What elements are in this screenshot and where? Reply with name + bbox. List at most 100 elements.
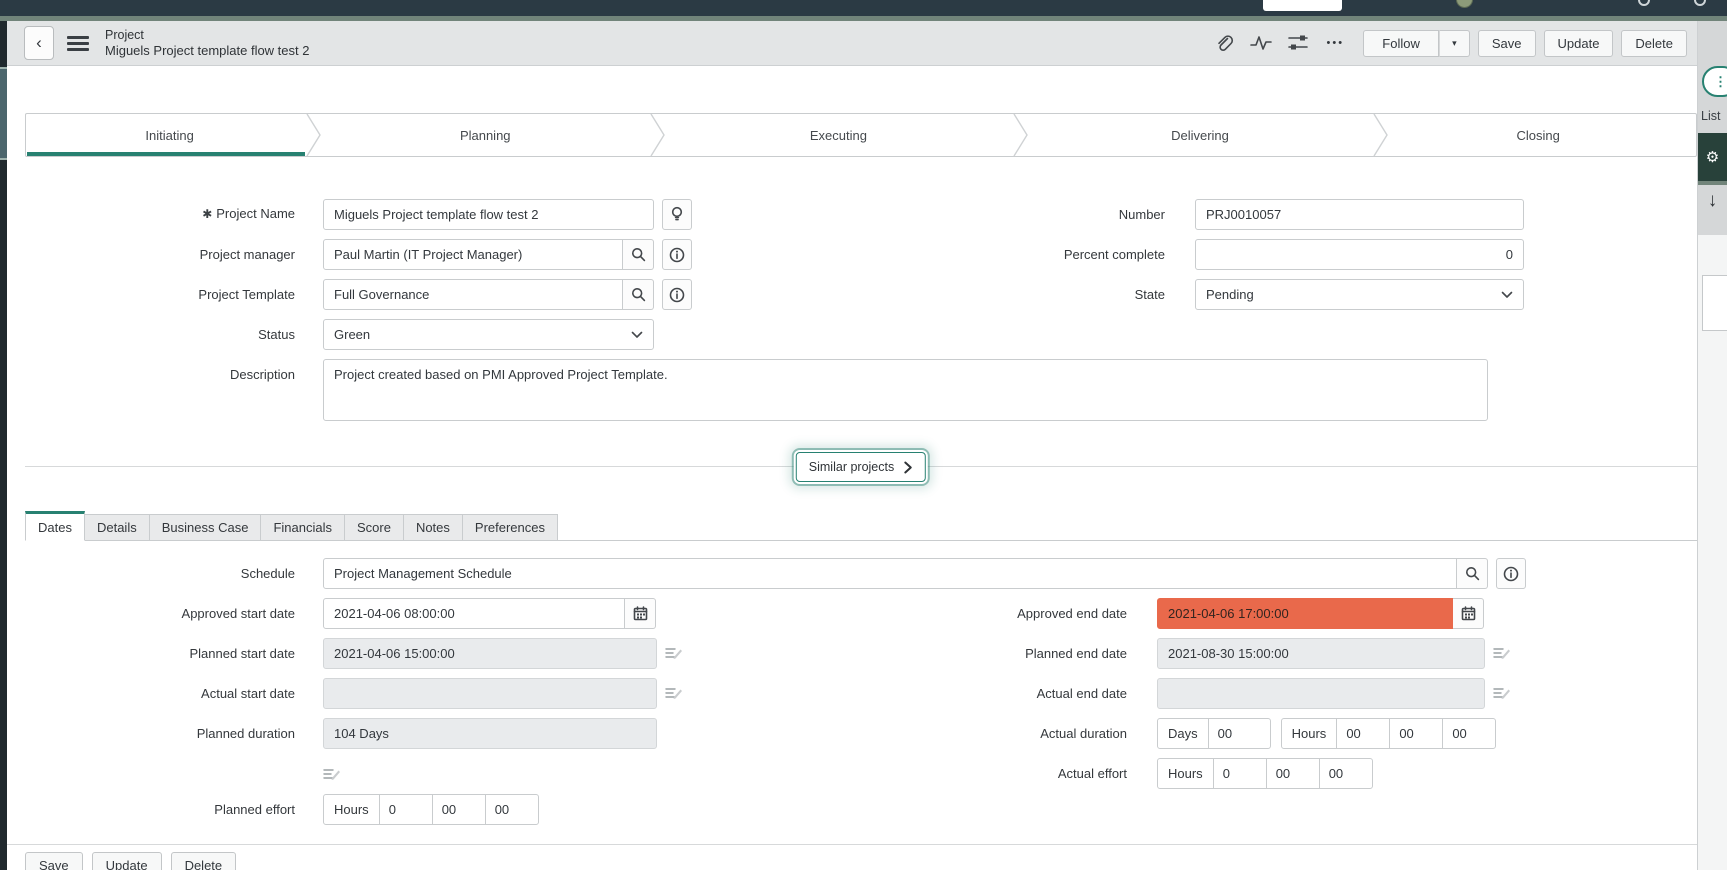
phase-closing[interactable]: Closing (1516, 127, 1560, 143)
row-planned-effort: Planned effort Hours (25, 794, 1697, 825)
hours-unit-label: Hours (334, 802, 369, 817)
number-label: Number (1118, 206, 1165, 222)
actual-effort-seconds-input[interactable] (1318, 759, 1372, 788)
actual-duration-days-input[interactable] (1207, 719, 1270, 748)
activity-stream-toggle[interactable]: ⋮ (1702, 66, 1727, 97)
form-header: ‹ Project Miguels Project template flow … (7, 21, 1697, 66)
form-row-project-name: ✱Project Name Number (25, 198, 1697, 230)
status-select[interactable]: Green (323, 319, 654, 350)
planned-end-date-label: Planned end date (1025, 646, 1127, 661)
settings-gear-button[interactable]: ⚙ (1698, 133, 1727, 181)
header-delete-button[interactable]: Delete (1621, 29, 1687, 57)
schedule-lookup-button[interactable] (1457, 558, 1488, 589)
actual-effort-minutes-input[interactable] (1265, 759, 1319, 788)
similar-projects-button[interactable]: Similar projects (795, 452, 927, 482)
tab-details[interactable]: Details (84, 514, 149, 541)
back-chevron-icon: ‹ (36, 33, 42, 52)
chevron-down-icon (631, 331, 643, 338)
suggestion-button[interactable] (662, 198, 692, 230)
activity-stream-button[interactable] (1249, 31, 1273, 55)
main-area: ‹ Project Miguels Project template flow … (7, 21, 1697, 870)
planned-effort-seconds-input[interactable] (484, 795, 538, 824)
planned-effort-group: Hours (323, 794, 539, 825)
notifications-bell-icon[interactable] (1638, 0, 1650, 6)
actual-duration-seconds-input[interactable] (1442, 719, 1496, 748)
right-rail: ⋮ List ⚙ ↓ (1697, 21, 1727, 870)
phase-separator-icon (1013, 114, 1028, 156)
form-context-menu-icon[interactable] (67, 35, 89, 51)
approved-start-calendar-button[interactable] (625, 598, 656, 629)
actual-effort-hours-input[interactable] (1212, 759, 1266, 788)
phase-delivering[interactable]: Delivering (1020, 114, 1389, 156)
header-update-button[interactable]: Update (1543, 29, 1614, 57)
more-options-button[interactable]: ••• (1323, 31, 1347, 55)
caret-down-icon: ▾ (1452, 37, 1457, 48)
tab-financials[interactable]: Financials (260, 514, 344, 541)
personalize-form-button[interactable] (1286, 31, 1310, 55)
phase-initiating[interactable]: Initiating (26, 114, 322, 156)
tab-preferences[interactable]: Preferences (461, 514, 558, 541)
tab-business-case[interactable]: Business Case (148, 514, 261, 541)
row-approved-dates: Approved start date Approved end date (25, 598, 1697, 629)
follow-caret-button[interactable]: ▾ (1438, 29, 1470, 57)
global-search-input[interactable] (1263, 0, 1342, 11)
planned-duration-edit-icon[interactable] (323, 766, 341, 784)
tab-dates[interactable]: Dates (25, 511, 85, 541)
back-button[interactable]: ‹ (24, 26, 54, 60)
header-save-button[interactable]: Save (1477, 29, 1536, 57)
planned-effort-minutes-input[interactable] (431, 795, 485, 824)
project-manager-info-button[interactable] (662, 239, 692, 270)
planned-effort-hours-input[interactable] (378, 795, 432, 824)
schedule-input[interactable] (323, 558, 1457, 589)
footer-update-button[interactable]: Update (91, 852, 162, 870)
tab-score[interactable]: Score (343, 514, 403, 541)
hours-unit-label: Hours (1168, 766, 1203, 781)
project-name-input[interactable] (323, 198, 654, 230)
sliders-icon (1288, 35, 1309, 50)
project-template-lookup-button[interactable] (623, 279, 654, 310)
left-nav-handle[interactable] (0, 67, 7, 160)
tab-notes[interactable]: Notes (402, 514, 462, 541)
phase-executing[interactable]: Executing (657, 114, 1028, 156)
project-manager-lookup-button[interactable] (623, 239, 654, 270)
approved-end-calendar-button[interactable] (1453, 598, 1484, 629)
form-row-description: Description Project created based on PMI… (25, 359, 1697, 421)
follow-button[interactable]: Follow (1363, 29, 1439, 57)
approved-end-date-input[interactable] (1157, 598, 1453, 629)
actual-duration-minutes-input[interactable] (1389, 719, 1443, 748)
schedule-info-button[interactable] (1496, 558, 1526, 589)
approved-start-date-input[interactable] (323, 598, 625, 629)
help-icon[interactable] (1694, 0, 1706, 6)
project-template-input[interactable] (323, 279, 623, 310)
actual-duration-hours-input[interactable] (1336, 719, 1390, 748)
record-tabs: Dates Details Business Case Financials S… (25, 511, 1697, 541)
required-icon: ✱ (202, 207, 213, 221)
pulse-icon (1250, 36, 1273, 50)
footer-save-button[interactable]: Save (25, 852, 83, 870)
percent-complete-input[interactable] (1195, 239, 1524, 270)
actual-start-edit-icon[interactable] (665, 685, 683, 706)
list-toggle[interactable]: List (1701, 109, 1721, 123)
more-options-icon: ••• (1326, 37, 1345, 49)
row-planned-dates: Planned start date Planned end date (25, 638, 1697, 669)
number-input[interactable] (1195, 198, 1524, 230)
user-avatar[interactable] (1456, 0, 1473, 8)
actual-end-date-readonly (1157, 678, 1485, 709)
project-manager-input[interactable] (323, 239, 623, 270)
approved-end-date-label: Approved end date (1017, 606, 1127, 621)
phase-planning[interactable]: Planning (313, 114, 666, 156)
attachment-button[interactable] (1212, 31, 1236, 55)
actual-end-edit-icon[interactable] (1493, 685, 1511, 706)
dates-tab-panel: Schedule Approved start date (25, 541, 1697, 825)
vertical-dots-icon: ⋮ (1714, 74, 1727, 89)
right-rail-top (1698, 21, 1727, 235)
planned-start-edit-icon[interactable] (665, 645, 683, 666)
accent-divider (0, 16, 1727, 21)
description-textarea[interactable]: Project created based on PMI Approved Pr… (323, 359, 1488, 421)
scroll-down-button[interactable]: ↓ (1698, 190, 1727, 212)
left-nav-collapsed-strip[interactable] (0, 21, 7, 870)
project-template-info-button[interactable] (662, 279, 692, 310)
footer-delete-button[interactable]: Delete (170, 852, 237, 870)
planned-end-edit-icon[interactable] (1493, 645, 1511, 666)
state-select[interactable]: Pending (1195, 279, 1524, 310)
